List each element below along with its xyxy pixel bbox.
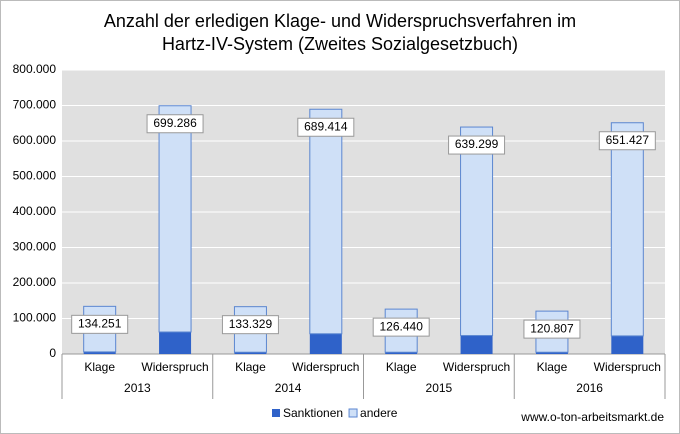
chart-title: Anzahl der erledigen Klage- und Widerspr… [104, 11, 576, 31]
group-label: 2015 [426, 381, 453, 395]
y-tick-label: 700.000 [13, 98, 57, 112]
legend-swatch [272, 409, 280, 417]
bar-segment [83, 351, 116, 354]
y-tick-label: 400.000 [13, 204, 57, 218]
label-box [372, 317, 430, 337]
label-box [523, 319, 581, 339]
y-tick-label: 600.000 [13, 133, 57, 147]
legend-label: andere [360, 406, 398, 420]
y-tick-label: 500.000 [13, 169, 57, 183]
legend-swatch [348, 408, 358, 418]
bar-segment [385, 352, 418, 354]
x-tick-label: Widerspruch [594, 360, 661, 374]
bar-segment [460, 335, 493, 354]
bar-segment [460, 126, 494, 337]
data-label: 126.440 [379, 319, 423, 333]
chart-title: Hartz-IV-System (Zweites Sozialgesetzbuc… [162, 34, 518, 54]
bar-segment [234, 352, 267, 354]
legend-label: Sanktionen [283, 406, 343, 420]
data-label: 134.251 [78, 317, 122, 331]
data-label: 699.286 [153, 116, 197, 130]
x-tick-label: Widerspruch [292, 360, 359, 374]
y-tick-label: 100.000 [13, 311, 57, 325]
x-tick-label: Klage [235, 360, 266, 374]
label-box [71, 314, 129, 334]
y-tick-label: 300.000 [13, 240, 57, 254]
x-tick-label: Klage [386, 360, 417, 374]
bar-segment [309, 333, 342, 354]
data-label: 689.414 [304, 119, 348, 133]
y-tick-label: 800.000 [13, 62, 57, 76]
x-tick-label: Widerspruch [443, 360, 510, 374]
data-label: 120.807 [530, 321, 574, 335]
label-box [146, 114, 204, 134]
label-box [297, 117, 355, 137]
y-tick-label: 0 [49, 346, 56, 360]
source: www.o-ton-arbeitsmarkt.de [520, 410, 664, 424]
data-label: 639.299 [455, 137, 499, 151]
group-label: 2013 [124, 381, 151, 395]
bar-segment [611, 335, 644, 354]
bar-segment [535, 352, 568, 354]
x-tick-label: Klage [537, 360, 568, 374]
data-label: 651.427 [606, 133, 650, 147]
y-tick-label: 200.000 [13, 275, 57, 289]
bar-segment [309, 108, 343, 335]
bar-segment [610, 122, 644, 337]
x-tick-label: Klage [84, 360, 115, 374]
bar-segment [158, 105, 192, 333]
label-box [221, 315, 279, 335]
group-label: 2016 [576, 381, 603, 395]
group-label: 2014 [275, 381, 302, 395]
label-box [598, 131, 656, 151]
bar-segment [159, 331, 192, 354]
data-label: 133.329 [229, 317, 273, 331]
x-tick-label: Widerspruch [141, 360, 208, 374]
label-box [448, 135, 506, 155]
